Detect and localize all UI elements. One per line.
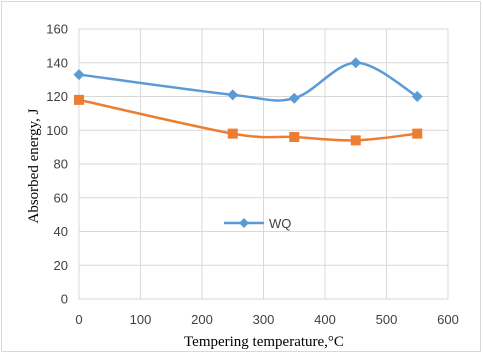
x-tick-label: 100: [130, 312, 152, 327]
data-point-series-2: [412, 128, 423, 139]
y-tick-label: 140: [46, 55, 68, 70]
legend: WQ: [224, 216, 291, 231]
x-tick-label: 0: [75, 312, 82, 327]
series-line-series-2: [78, 98, 418, 142]
chart-svg: 0 100 200 300 400 500 600 0 20 40 60 80 100 120 140 160…: [26, 22, 459, 351]
data-point-series-2: [289, 132, 300, 142]
x-tick-label: 300: [253, 312, 275, 327]
data-point-series-2: [74, 94, 84, 105]
y-tick-label: 40: [54, 224, 68, 239]
y-tick-label: 20: [54, 258, 68, 273]
axis-layer: 0 100 200 300 400 500 600 0 20 40 60 80 100 120 140 160: [46, 22, 459, 328]
data-point-wq: [288, 92, 300, 104]
y-tick-label: 160: [46, 22, 68, 37]
data-point-wq: [411, 91, 423, 102]
y-tick-label: 80: [54, 157, 68, 172]
legend-marker-wq: [239, 218, 249, 228]
x-tick-label: 600: [437, 312, 459, 327]
x-tick-label: 500: [376, 312, 398, 327]
x-tick-label: 200: [191, 312, 213, 327]
chart-frame: 0 100 200 300 400 500 600 0 20 40 60 80 100 120 140 160…: [1, 1, 481, 352]
y-tick-label: 0: [61, 292, 68, 307]
y-axis-title: Absorbed energy, J: [26, 108, 42, 223]
y-tick-label: 120: [46, 89, 68, 104]
x-axis-title: Tempering temperature,°C: [184, 334, 344, 350]
data-point-wq: [73, 69, 85, 81]
data-point-wq: [227, 89, 239, 101]
y-tick-label: 60: [54, 190, 68, 205]
data-point-wq: [350, 57, 362, 69]
data-point-series-2: [350, 135, 361, 146]
series-line-wq: [78, 61, 418, 102]
legend-label-wq: WQ: [269, 216, 291, 231]
grid-layer: [78, 28, 449, 300]
data-point-series-2: [227, 128, 238, 139]
x-tick-label: 400: [314, 312, 336, 327]
y-tick-label: 100: [46, 123, 68, 138]
series-layer: [73, 57, 423, 146]
